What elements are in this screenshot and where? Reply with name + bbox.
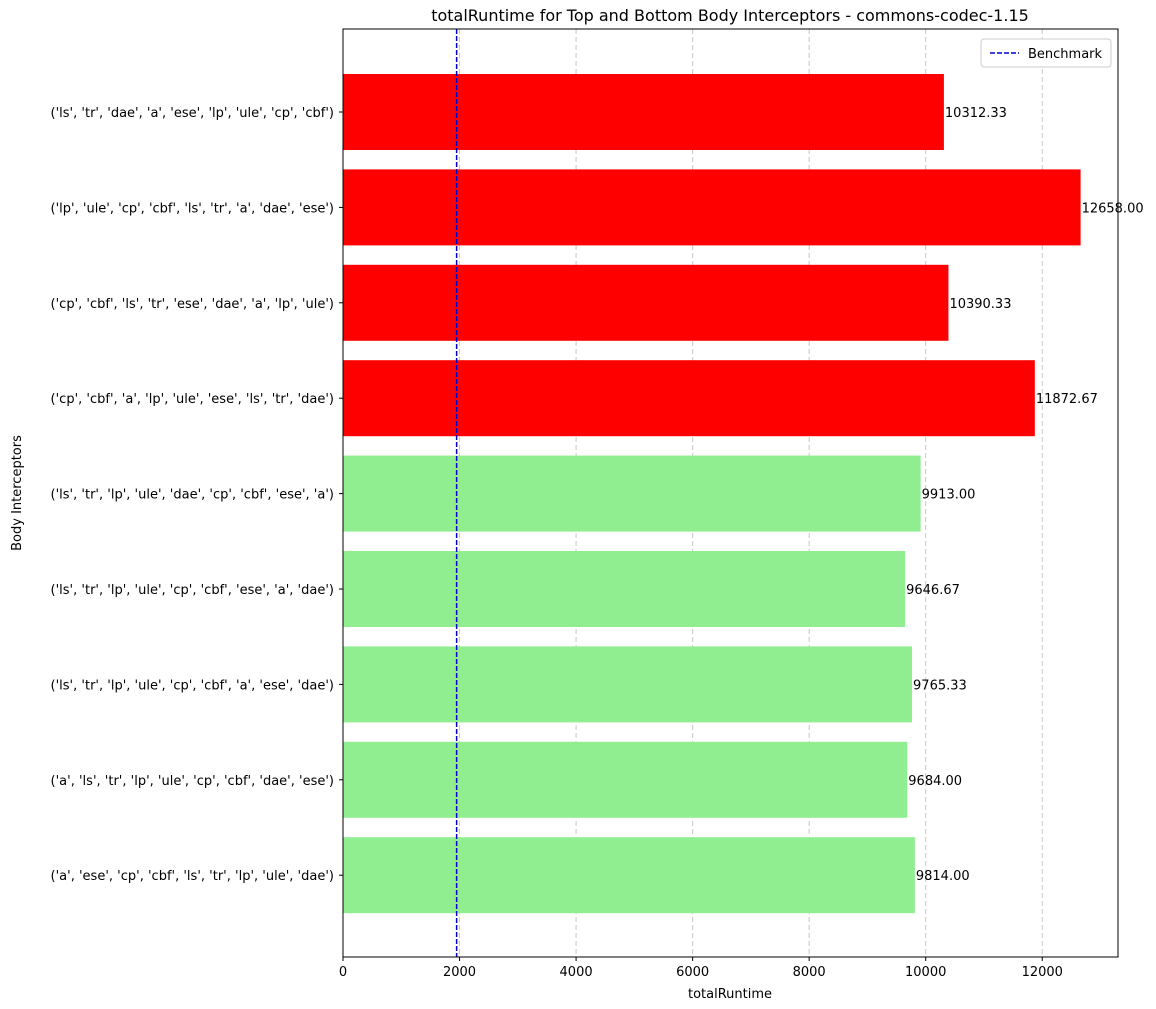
bar-value-label: 10312.33 bbox=[945, 106, 1007, 121]
bar-value-label: 9814.00 bbox=[916, 869, 970, 884]
bar bbox=[343, 455, 921, 532]
y-tick-label: ('a', 'ls', 'tr', 'lp', 'ule', 'cp', 'cb… bbox=[51, 774, 334, 789]
bar bbox=[343, 551, 906, 627]
y-tick-label: ('ls', 'tr', 'lp', 'ule', 'cp', 'cbf', '… bbox=[51, 678, 334, 693]
x-tick-label: 4000 bbox=[560, 965, 593, 980]
y-tick-label: ('cp', 'cbf', 'a', 'lp', 'ule', 'ese', '… bbox=[51, 392, 334, 407]
plot-frame bbox=[342, 28, 1119, 958]
bar-value-label: 9913.00 bbox=[922, 488, 976, 503]
y-axis: ('ls', 'tr', 'dae', 'a', 'ese', 'lp', 'u… bbox=[51, 106, 343, 884]
y-tick-label: ('cp', 'cbf', 'ls', 'tr', 'ese', 'dae', … bbox=[51, 297, 334, 312]
bar bbox=[343, 646, 913, 723]
x-tick-label: 0 bbox=[339, 965, 347, 980]
bar-value-label: 10390.33 bbox=[949, 297, 1011, 312]
bar bbox=[343, 74, 944, 150]
legend-benchmark-label: Benchmark bbox=[1028, 47, 1103, 62]
bar-value-label: 12658.00 bbox=[1082, 201, 1144, 216]
x-axis-label: totalRuntime bbox=[688, 987, 772, 1002]
y-tick-label: ('ls', 'tr', 'lp', 'ule', 'dae', 'cp', '… bbox=[51, 488, 334, 503]
bar-value-label: 9684.00 bbox=[908, 774, 962, 789]
bar-value-label: 11872.67 bbox=[1036, 392, 1098, 407]
y-tick-label: ('ls', 'tr', 'lp', 'ule', 'cp', 'cbf', '… bbox=[51, 583, 334, 598]
bar-value-label: 9765.33 bbox=[913, 678, 967, 693]
x-tick-label: 10000 bbox=[905, 965, 946, 980]
bar bbox=[343, 837, 915, 914]
x-tick-label: 2000 bbox=[443, 965, 476, 980]
y-tick-label: ('ls', 'tr', 'dae', 'a', 'ese', 'lp', 'u… bbox=[51, 106, 334, 121]
y-axis-label: Body Interceptors bbox=[10, 435, 25, 551]
x-tick-label: 6000 bbox=[676, 965, 709, 980]
x-axis: 0 2000 4000 6000 8000 10000 12000 bbox=[339, 957, 1063, 980]
legend-frame bbox=[980, 38, 1112, 68]
bar-value-label: 9646.67 bbox=[906, 583, 960, 598]
x-tick-label: 8000 bbox=[793, 965, 826, 980]
chart-title: totalRuntime for Top and Bottom Body Int… bbox=[431, 6, 1029, 25]
legend: Benchmark bbox=[980, 38, 1112, 68]
bar bbox=[343, 741, 908, 818]
x-tick-label: 12000 bbox=[1022, 965, 1063, 980]
y-tick-label: ('lp', 'ule', 'cp', 'cbf', 'ls', 'tr', '… bbox=[51, 201, 334, 216]
bar bbox=[343, 264, 949, 341]
bars-layer: 10312.33 12658.00 10390.33 11872.67 9913.00 9… bbox=[343, 74, 1144, 914]
bar bbox=[343, 360, 1035, 437]
bar bbox=[343, 169, 1081, 246]
y-tick-label: ('a', 'ese', 'cp', 'cbf', 'ls', 'tr', 'l… bbox=[51, 869, 334, 884]
